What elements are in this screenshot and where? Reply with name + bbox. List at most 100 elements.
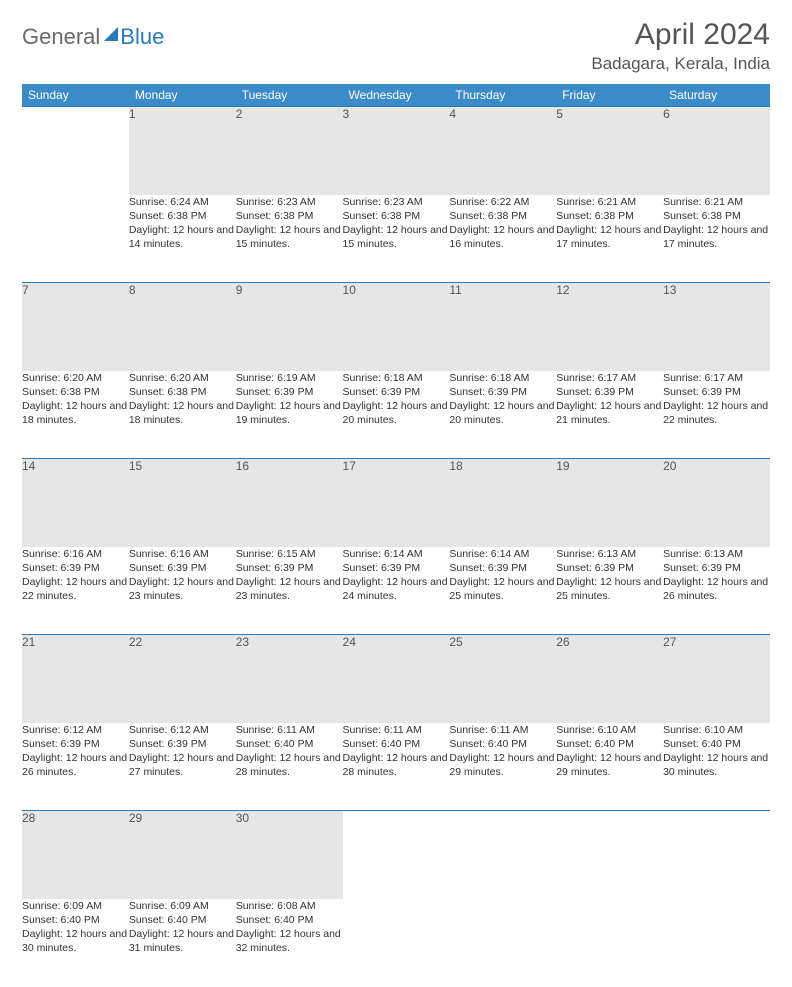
day-number-cell: 14 — [22, 459, 129, 547]
day-detail-cell: Sunrise: 6:16 AMSunset: 6:39 PMDaylight:… — [22, 547, 129, 635]
sunset-line: Sunset: 6:39 PM — [449, 561, 556, 575]
sunrise-line: Sunrise: 6:23 AM — [343, 195, 450, 209]
month-title: April 2024 — [591, 18, 770, 52]
sunrise-line: Sunrise: 6:11 AM — [343, 723, 450, 737]
sunset-line: Sunset: 6:40 PM — [343, 737, 450, 751]
day-detail-cell: Sunrise: 6:20 AMSunset: 6:38 PMDaylight:… — [129, 371, 236, 459]
sunrise-line: Sunrise: 6:16 AM — [129, 547, 236, 561]
logo-text-general: General — [22, 24, 100, 50]
sunrise-line: Sunrise: 6:10 AM — [663, 723, 770, 737]
day-detail-cell: Sunrise: 6:17 AMSunset: 6:39 PMDaylight:… — [556, 371, 663, 459]
day-detail-cell: Sunrise: 6:11 AMSunset: 6:40 PMDaylight:… — [236, 723, 343, 811]
daynum-row: 123456 — [22, 107, 770, 195]
daylight-line: Daylight: 12 hours and 23 minutes. — [129, 575, 236, 603]
daylight-line: Daylight: 12 hours and 22 minutes. — [22, 575, 129, 603]
daylight-line: Daylight: 12 hours and 27 minutes. — [129, 751, 236, 779]
weekday-header: Sunday — [22, 84, 129, 107]
day-detail-cell: Sunrise: 6:16 AMSunset: 6:39 PMDaylight:… — [129, 547, 236, 635]
sunset-line: Sunset: 6:40 PM — [556, 737, 663, 751]
day-number-cell: 30 — [236, 811, 343, 899]
daylight-line: Daylight: 12 hours and 14 minutes. — [129, 223, 236, 251]
weekday-header: Thursday — [449, 84, 556, 107]
sunrise-line: Sunrise: 6:11 AM — [236, 723, 343, 737]
daylight-line: Daylight: 12 hours and 26 minutes. — [22, 751, 129, 779]
detail-row: Sunrise: 6:09 AMSunset: 6:40 PMDaylight:… — [22, 899, 770, 987]
day-number-cell — [22, 107, 129, 195]
day-number-cell: 23 — [236, 635, 343, 723]
sunrise-line: Sunrise: 6:08 AM — [236, 899, 343, 913]
daylight-line: Daylight: 12 hours and 28 minutes. — [343, 751, 450, 779]
day-detail-cell: Sunrise: 6:10 AMSunset: 6:40 PMDaylight:… — [556, 723, 663, 811]
day-detail-cell: Sunrise: 6:18 AMSunset: 6:39 PMDaylight:… — [449, 371, 556, 459]
daylight-line: Daylight: 12 hours and 24 minutes. — [343, 575, 450, 603]
daylight-line: Daylight: 12 hours and 30 minutes. — [22, 927, 129, 955]
day-number-cell: 15 — [129, 459, 236, 547]
daylight-line: Daylight: 12 hours and 18 minutes. — [129, 399, 236, 427]
sunrise-line: Sunrise: 6:13 AM — [663, 547, 770, 561]
header: General Blue April 2024 Badagara, Kerala… — [22, 18, 770, 74]
location: Badagara, Kerala, India — [591, 54, 770, 74]
sunrise-line: Sunrise: 6:20 AM — [22, 371, 129, 385]
sunset-line: Sunset: 6:38 PM — [449, 209, 556, 223]
sunset-line: Sunset: 6:38 PM — [343, 209, 450, 223]
sunrise-line: Sunrise: 6:11 AM — [449, 723, 556, 737]
day-number-cell: 27 — [663, 635, 770, 723]
daylight-line: Daylight: 12 hours and 32 minutes. — [236, 927, 343, 955]
sunset-line: Sunset: 6:38 PM — [663, 209, 770, 223]
day-number-cell: 20 — [663, 459, 770, 547]
day-detail-cell — [663, 899, 770, 987]
day-detail-cell: Sunrise: 6:20 AMSunset: 6:38 PMDaylight:… — [22, 371, 129, 459]
day-detail-cell: Sunrise: 6:11 AMSunset: 6:40 PMDaylight:… — [343, 723, 450, 811]
day-number-cell: 8 — [129, 283, 236, 371]
day-number-cell: 9 — [236, 283, 343, 371]
sunset-line: Sunset: 6:39 PM — [22, 561, 129, 575]
day-detail-cell: Sunrise: 6:17 AMSunset: 6:39 PMDaylight:… — [663, 371, 770, 459]
daylight-line: Daylight: 12 hours and 23 minutes. — [236, 575, 343, 603]
day-number-cell: 16 — [236, 459, 343, 547]
day-detail-cell: Sunrise: 6:23 AMSunset: 6:38 PMDaylight:… — [343, 195, 450, 283]
day-number-cell: 7 — [22, 283, 129, 371]
sunrise-line: Sunrise: 6:12 AM — [22, 723, 129, 737]
sunset-line: Sunset: 6:40 PM — [663, 737, 770, 751]
daylight-line: Daylight: 12 hours and 25 minutes. — [449, 575, 556, 603]
day-number-cell: 29 — [129, 811, 236, 899]
day-number-cell: 25 — [449, 635, 556, 723]
day-number-cell: 6 — [663, 107, 770, 195]
logo: General Blue — [22, 24, 164, 50]
daylight-line: Daylight: 12 hours and 25 minutes. — [556, 575, 663, 603]
detail-row: Sunrise: 6:12 AMSunset: 6:39 PMDaylight:… — [22, 723, 770, 811]
sunset-line: Sunset: 6:39 PM — [663, 385, 770, 399]
daylight-line: Daylight: 12 hours and 19 minutes. — [236, 399, 343, 427]
daylight-line: Daylight: 12 hours and 18 minutes. — [22, 399, 129, 427]
day-detail-cell: Sunrise: 6:15 AMSunset: 6:39 PMDaylight:… — [236, 547, 343, 635]
day-detail-cell — [556, 899, 663, 987]
sunrise-line: Sunrise: 6:20 AM — [129, 371, 236, 385]
day-detail-cell: Sunrise: 6:12 AMSunset: 6:39 PMDaylight:… — [129, 723, 236, 811]
logo-text-blue: Blue — [120, 24, 164, 50]
sunset-line: Sunset: 6:39 PM — [663, 561, 770, 575]
day-number-cell: 5 — [556, 107, 663, 195]
sunset-line: Sunset: 6:39 PM — [556, 561, 663, 575]
sunrise-line: Sunrise: 6:12 AM — [129, 723, 236, 737]
day-detail-cell: Sunrise: 6:12 AMSunset: 6:39 PMDaylight:… — [22, 723, 129, 811]
day-detail-cell: Sunrise: 6:14 AMSunset: 6:39 PMDaylight:… — [343, 547, 450, 635]
sunrise-line: Sunrise: 6:14 AM — [343, 547, 450, 561]
weekday-header: Tuesday — [236, 84, 343, 107]
sunrise-line: Sunrise: 6:19 AM — [236, 371, 343, 385]
day-detail-cell: Sunrise: 6:21 AMSunset: 6:38 PMDaylight:… — [663, 195, 770, 283]
sunrise-line: Sunrise: 6:24 AM — [129, 195, 236, 209]
daynum-row: 21222324252627 — [22, 635, 770, 723]
sunset-line: Sunset: 6:39 PM — [236, 561, 343, 575]
sunrise-line: Sunrise: 6:22 AM — [449, 195, 556, 209]
sunset-line: Sunset: 6:40 PM — [449, 737, 556, 751]
sunset-line: Sunset: 6:38 PM — [22, 385, 129, 399]
day-number-cell: 2 — [236, 107, 343, 195]
day-detail-cell: Sunrise: 6:11 AMSunset: 6:40 PMDaylight:… — [449, 723, 556, 811]
daylight-line: Daylight: 12 hours and 28 minutes. — [236, 751, 343, 779]
sunrise-line: Sunrise: 6:13 AM — [556, 547, 663, 561]
sunset-line: Sunset: 6:39 PM — [236, 385, 343, 399]
daylight-line: Daylight: 12 hours and 22 minutes. — [663, 399, 770, 427]
logo-triangle-icon — [104, 27, 118, 41]
daylight-line: Daylight: 12 hours and 15 minutes. — [343, 223, 450, 251]
title-block: April 2024 Badagara, Kerala, India — [591, 18, 770, 74]
